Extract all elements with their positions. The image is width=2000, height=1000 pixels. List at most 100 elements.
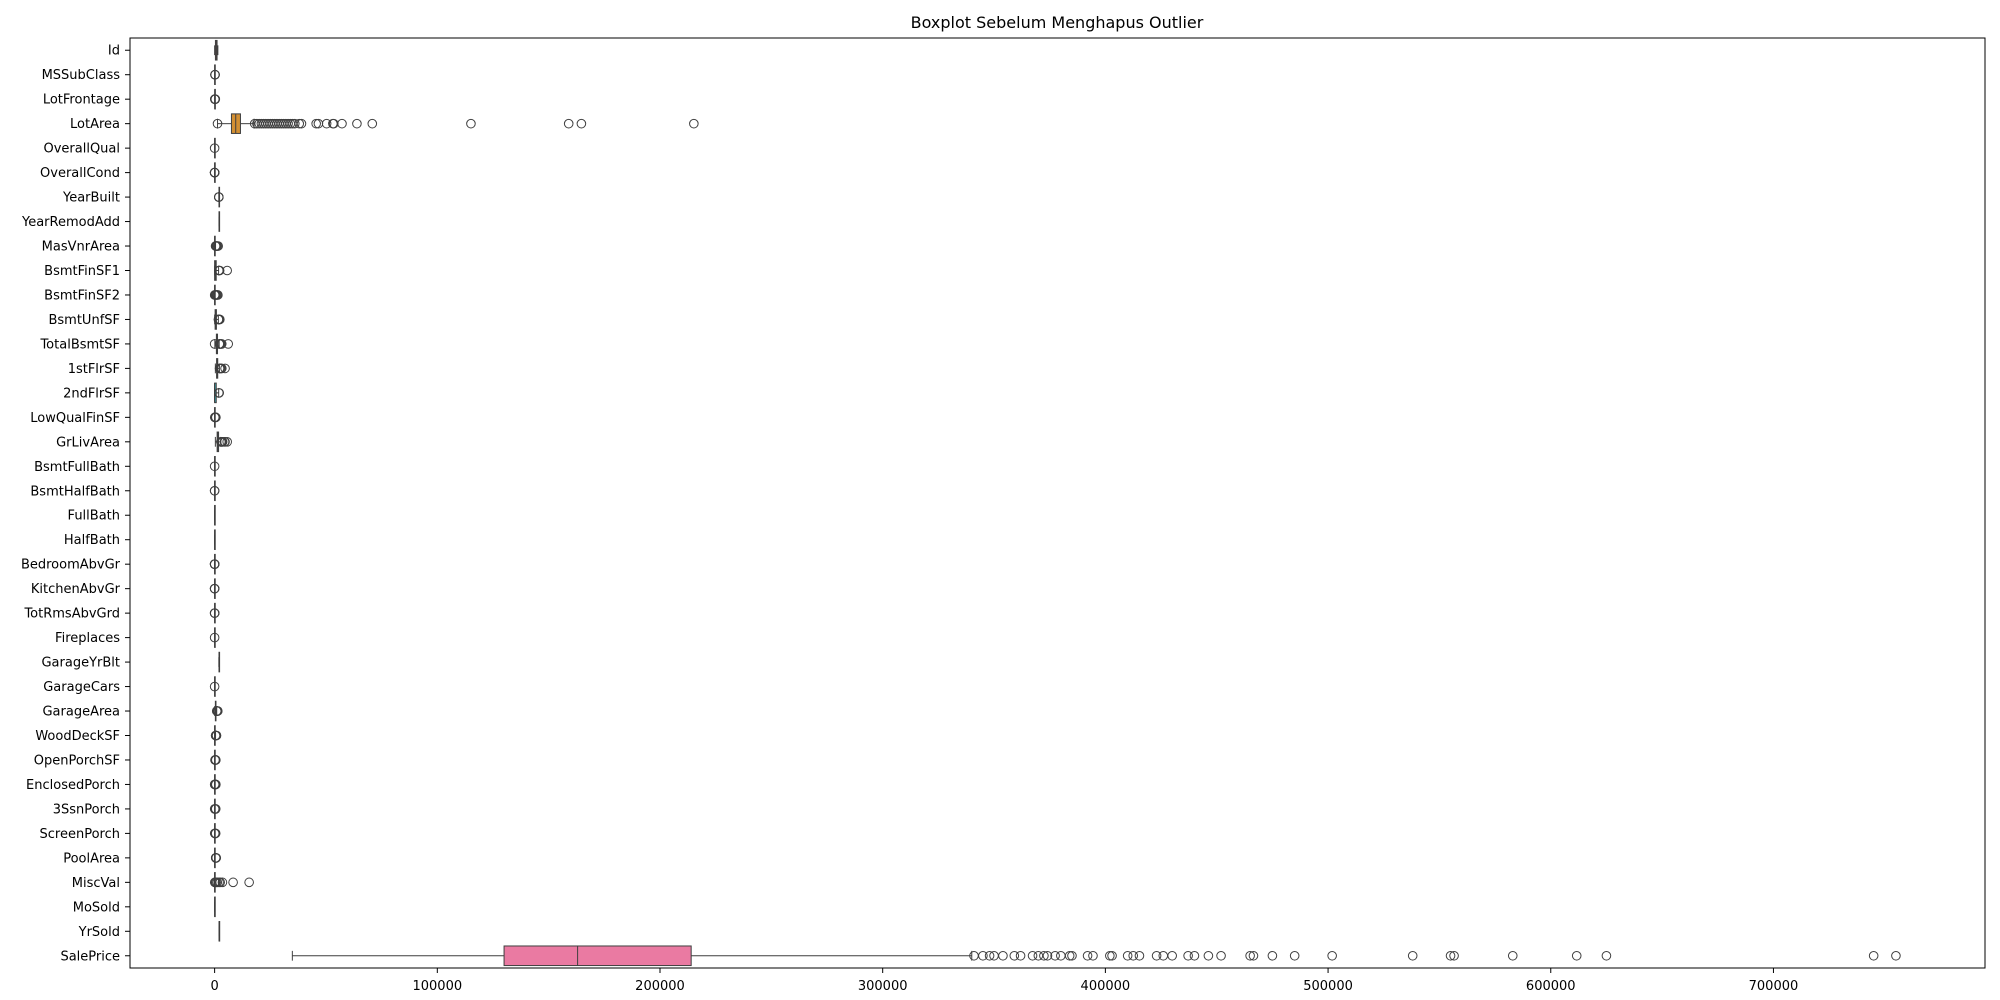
outlier-point	[998, 950, 1008, 961]
outlier-point	[1245, 950, 1255, 961]
y-tick-label: BsmtUnfSF	[48, 313, 120, 328]
outlier-point	[209, 583, 220, 594]
y-tick-label: SalePrice	[60, 949, 120, 964]
outlier-point	[211, 412, 221, 423]
box-29	[210, 749, 221, 771]
box-21	[209, 553, 220, 575]
box-5	[209, 162, 220, 183]
y-tick-label: MasVnrArea	[42, 240, 120, 255]
outlier-point	[1407, 950, 1418, 961]
outlier-point	[209, 608, 220, 618]
outlier-point	[1151, 950, 1162, 961]
outlier-point	[1122, 950, 1133, 961]
box-1	[210, 64, 220, 85]
outlier-point	[1449, 950, 1459, 961]
outlier-point	[209, 167, 220, 178]
box-20	[214, 529, 216, 551]
box-4	[209, 137, 220, 159]
y-tick-label: LotFrontage	[43, 93, 120, 108]
outlier-point	[1134, 950, 1145, 961]
outlier-point	[1183, 950, 1193, 961]
x-tick-label: 600000	[1526, 979, 1576, 994]
box-35	[214, 896, 216, 918]
outlier-point	[563, 118, 574, 129]
outlier-point	[1189, 950, 1200, 961]
box-12	[209, 333, 234, 355]
y-tick-label: PoolArea	[63, 851, 120, 866]
x-tick-label: 300000	[858, 979, 908, 994]
box-15	[209, 407, 221, 428]
outlier-point	[1033, 950, 1044, 961]
outlier-point	[1601, 950, 1612, 961]
outlier-point	[283, 118, 293, 129]
y-tick-label: YearRemodAdd	[21, 215, 120, 230]
box-23	[209, 602, 220, 624]
outlier-point	[214, 265, 225, 276]
x-tick-label: 700000	[1749, 979, 1799, 994]
outlier-point	[217, 363, 227, 374]
y-tick-label: LowQualFinSF	[30, 411, 120, 426]
y-tick-label: 1stFlrSF	[68, 362, 120, 377]
box-27	[211, 700, 223, 722]
outlier-point	[1027, 950, 1038, 961]
outlier-point	[211, 755, 221, 765]
outlier-point	[1507, 950, 1518, 961]
outlier-point	[978, 950, 988, 961]
outlier-point	[214, 388, 225, 398]
outlier-point	[1050, 950, 1060, 961]
y-tick-label: KitchenAbvGr	[31, 582, 121, 597]
outlier-point	[220, 363, 230, 374]
box-36	[218, 921, 221, 942]
y-tick-label: EnclosedPorch	[26, 778, 120, 793]
outlier-point	[1891, 950, 1901, 961]
y-tick-label: 2ndFlrSF	[63, 386, 120, 401]
outlier-point	[215, 877, 225, 888]
box-22	[209, 578, 220, 599]
y-tick-label: Fireplaces	[55, 631, 120, 646]
outlier-point	[228, 877, 238, 888]
box-33	[210, 847, 222, 869]
outlier-point	[1868, 950, 1879, 961]
box-8	[210, 235, 223, 257]
outlier-point	[211, 730, 222, 741]
outlier-point	[209, 461, 220, 472]
y-tick-label: MSSubClass	[42, 68, 121, 83]
box-9	[214, 260, 232, 281]
y-tick-label: MoSold	[73, 900, 120, 915]
y-tick-label: 3SsnPorch	[53, 802, 120, 817]
outlier-point	[1042, 950, 1053, 961]
x-tick-label: 200000	[635, 979, 685, 994]
box-6	[213, 186, 224, 208]
outlier-point	[289, 118, 300, 129]
outlier-point	[212, 706, 223, 716]
y-tick-label: TotalBsmtSF	[39, 337, 120, 352]
outlier-point	[311, 118, 321, 129]
outlier-point	[313, 118, 324, 129]
outlier-point	[222, 265, 232, 276]
box-28	[210, 725, 222, 746]
box-13	[214, 358, 230, 379]
y-tick-label: FullBath	[68, 509, 120, 524]
outlier-point	[1107, 950, 1117, 961]
y-tick-label: Id	[108, 44, 120, 59]
outlier-point	[209, 681, 220, 692]
outlier-point	[1267, 950, 1278, 961]
outlier-point	[1203, 950, 1214, 961]
outlier-point	[367, 118, 378, 129]
plot-frame	[129, 37, 1986, 969]
outlier-point	[212, 118, 223, 129]
outlier-point	[211, 853, 222, 863]
outlier-point	[1105, 950, 1115, 961]
y-tick-label: GarageCars	[43, 680, 120, 695]
outlier-point	[1009, 950, 1020, 961]
outlier-point	[1445, 950, 1456, 961]
outlier-point	[1088, 950, 1098, 961]
box-32	[209, 823, 221, 844]
y-tick-label: ScreenPorch	[40, 827, 120, 842]
outlier-point	[1167, 950, 1177, 961]
outlier-point	[1571, 950, 1582, 961]
outlier-point	[352, 118, 362, 129]
box-25	[218, 651, 221, 673]
outlier-point	[210, 94, 221, 104]
outlier-point	[296, 118, 307, 129]
